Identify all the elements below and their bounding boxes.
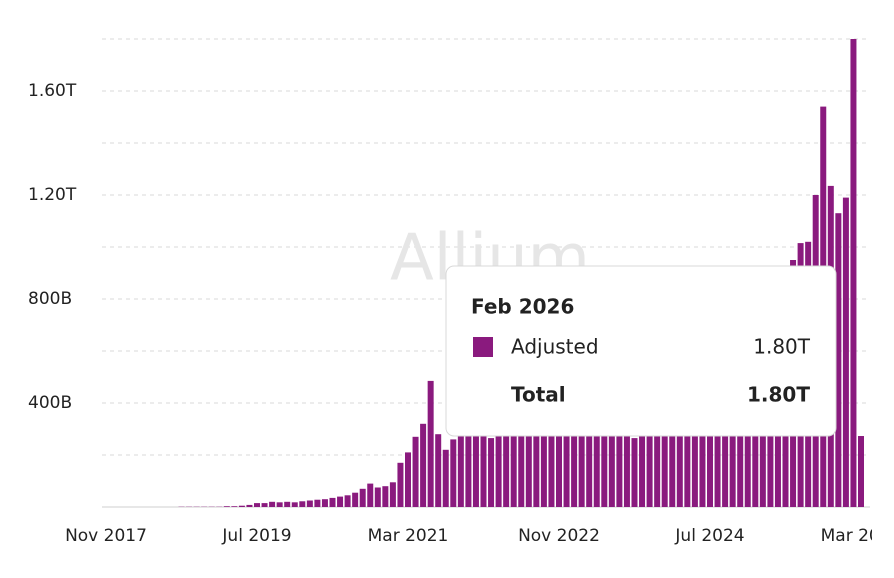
bar [337,496,344,507]
tooltip-value: 1.80T [753,335,811,359]
bar [435,434,442,507]
bar [374,487,381,507]
tooltip-box [445,265,837,437]
bar [601,418,608,507]
bar [238,505,245,507]
bar [691,382,698,507]
bar [389,482,396,507]
x-tick-label: Jul 2019 [221,526,291,546]
bar [850,39,857,507]
y-tick-label: 1.60T [28,81,77,101]
tooltip-series: Adjusted [511,335,599,359]
legend-swatch [473,337,493,357]
bar [707,371,713,507]
bar [699,377,706,507]
tooltip: Feb 2026 Adjusted 1.80T Total 1.80T [445,265,837,437]
bar [858,436,864,507]
x-tick-label: Nov 2022 [518,526,600,546]
bar [397,462,404,507]
bar [299,501,306,507]
bar [654,408,661,507]
bar [646,413,653,507]
bar [586,421,593,507]
bar [231,506,238,507]
x-tick-label: Mar 2026 [821,526,894,546]
bar [427,380,434,507]
y-tick-label: 400B [28,393,72,413]
bar [676,392,683,507]
bar [254,503,260,507]
bar [291,502,298,507]
bar [405,452,411,507]
bar [382,486,389,507]
bar [835,213,842,507]
bar [556,426,562,507]
y-tick-label: 800B [28,289,72,309]
bar [442,449,449,507]
bar [661,403,668,507]
y-tick-label: 1.20T [28,185,77,205]
bar [631,438,638,507]
bar [563,421,570,507]
bar [284,501,291,507]
tooltip-title: Feb 2026 [471,295,574,319]
bar [269,501,276,507]
bar [578,416,585,507]
bar [518,427,525,507]
bar [623,421,630,507]
x-tick-label: Nov 2017 [65,526,147,546]
bar [540,423,547,507]
bar [548,429,555,507]
bar [359,488,366,507]
bar [276,502,283,507]
bar [314,499,321,507]
bar [503,426,510,507]
bar [306,500,313,507]
bar [367,483,374,507]
bar [246,504,253,507]
bar [608,413,615,507]
bar [420,423,427,507]
bar [465,429,472,507]
x-tick-label: Jul 2024 [674,526,744,546]
tooltip-total-label: Total [511,383,566,407]
x-tick-label: Mar 2021 [368,526,449,546]
bar [684,387,691,507]
bar [480,431,487,507]
bar [352,492,359,507]
bar [639,418,646,507]
bar [593,423,600,507]
bar [457,431,464,507]
bar [495,429,502,507]
bar [533,418,540,507]
tooltip-total-value: 1.80T [747,383,810,407]
bar [329,497,336,507]
bar [488,438,495,507]
bar [616,416,623,507]
bar [261,503,268,507]
bar [669,397,676,507]
bar [223,506,230,507]
bar [571,418,578,507]
bar [525,421,532,507]
bar [344,495,351,507]
bar [714,366,721,507]
bar [321,499,328,507]
bar [510,423,517,507]
bar [842,197,849,507]
plot: 400B 800B 1.20T 1.60T Nov 2017 Jul 2019 Mar 20… [28,38,894,546]
bar [472,432,479,507]
bar [450,439,457,507]
bar [412,436,419,507]
